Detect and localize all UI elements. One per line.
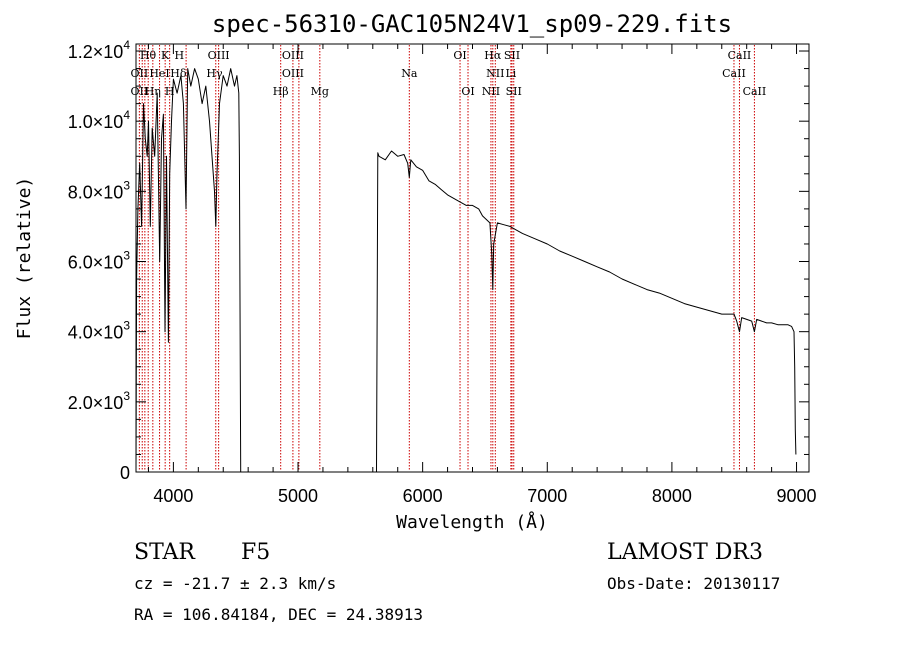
line-label: HeI (149, 67, 169, 80)
x-tick-label: 4000 (153, 486, 193, 506)
line-label: OI (461, 85, 474, 98)
line-markers (138, 45, 755, 471)
line-label: Mg (311, 85, 329, 98)
series-layer (135, 68, 797, 473)
object-type: STAR (134, 540, 196, 565)
y-tick-label: 6.0×103 (68, 249, 131, 273)
y-tick-exponent: 4 (123, 108, 130, 122)
line-label: Li (505, 67, 516, 80)
plot-frame (135, 43, 810, 473)
line-label: CaII (743, 85, 767, 98)
x-axis-label: Wavelength (Å) (396, 511, 548, 533)
line-label: Hδ (170, 67, 187, 80)
survey-name: LAMOST DR3 (607, 540, 763, 565)
line-label: Hα (484, 49, 502, 62)
line-label: SII (506, 85, 522, 98)
line-label: OIII (208, 49, 230, 62)
x-tick-label: 9000 (777, 486, 817, 506)
line-label: OIII (282, 67, 304, 80)
line-label: Hθ (140, 49, 157, 62)
y-tick-exponent: 4 (123, 38, 130, 52)
line-label: OII (131, 85, 149, 98)
y-tick-mantissa: 1.0×10 (68, 112, 124, 132)
line-label: Hβ (273, 85, 289, 98)
y-tick-label: 1.2×104 (68, 38, 131, 62)
line-label: Hγ (206, 67, 223, 80)
redshift-cz: cz = -21.7 ± 2.3 km/s (134, 574, 336, 593)
y-tick-mantissa: 0 (120, 463, 130, 483)
y-tick-mantissa: 8.0×10 (68, 182, 124, 202)
series-spectrum (135, 68, 797, 473)
line-label: Hη (145, 85, 161, 98)
obs-date: Obs-Date: 20130117 (607, 574, 780, 593)
line-label: OIII (282, 49, 304, 62)
line-label: H (165, 85, 175, 98)
y-tick-label: 4.0×103 (68, 319, 131, 343)
object-subclass: F5 (241, 540, 270, 565)
y-tick-mantissa: 4.0×10 (68, 323, 124, 343)
line-label: K (161, 49, 170, 62)
chart-title: spec-56310-GAC105N24V1_sp09-229.fits (212, 10, 732, 38)
x-tick-label: 8000 (652, 486, 692, 506)
line-label: CaII (722, 67, 746, 80)
y-tick-label: 0 (120, 463, 130, 483)
y-axis-ticks: 02.0×1034.0×1036.0×1038.0×1031.0×1041.2×… (68, 38, 809, 483)
y-tick-mantissa: 2.0×10 (68, 393, 124, 413)
line-label: CaII (728, 49, 752, 62)
x-tick-label: 5000 (278, 486, 318, 506)
y-tick-exponent: 3 (123, 249, 130, 263)
y-tick-mantissa: 1.2×10 (68, 42, 124, 62)
y-tick-exponent: 3 (123, 319, 130, 333)
line-label: SII (504, 49, 520, 62)
ra-dec: RA = 106.84184, DEC = 24.38913 (134, 605, 423, 624)
y-tick-exponent: 3 (123, 178, 130, 192)
line-label: H (174, 49, 184, 62)
x-axis-ticks: 4000 5000 6000 7000 8000 9000 (147, 44, 817, 506)
y-tick-label: 8.0×103 (68, 178, 131, 202)
line-label: OI (453, 49, 466, 62)
line-label: NII (486, 67, 504, 80)
y-axis-label: Flux (relative) (14, 177, 35, 340)
y-tick-mantissa: 6.0×10 (68, 253, 124, 273)
y-tick-exponent: 3 (123, 389, 130, 403)
line-label: OII (131, 67, 149, 80)
x-tick-label: 7000 (527, 486, 567, 506)
line-label: NII (482, 85, 500, 98)
y-tick-label: 2.0×103 (68, 389, 131, 413)
line-label: Na (401, 67, 418, 80)
y-tick-label: 1.0×104 (68, 108, 131, 132)
x-tick-label: 6000 (403, 486, 443, 506)
